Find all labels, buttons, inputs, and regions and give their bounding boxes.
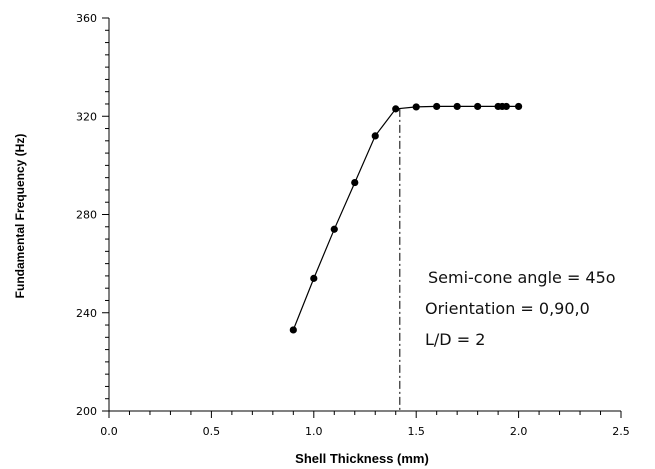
y-tick-label: 280	[76, 209, 97, 222]
series-line	[292, 105, 519, 331]
data-point	[289, 326, 297, 334]
data-point	[392, 105, 400, 113]
x-tick-label: 2.5	[612, 425, 630, 438]
y-tick-labels: 200 240 280 320 360	[76, 12, 97, 418]
x-tick-label: 0.0	[100, 425, 118, 438]
data-points	[289, 102, 523, 334]
x-tick-labels: 0.0 0.5 1.0 1.5 2.0 2.5	[100, 425, 630, 438]
data-point	[474, 102, 482, 111]
x-tick-label: 1.5	[407, 425, 425, 438]
data-point	[330, 225, 338, 233]
annotation-semi-cone-angle: Semi-cone angle = 45o	[428, 268, 616, 287]
y-tick-label: 240	[76, 307, 97, 320]
data-point	[515, 102, 523, 111]
x-tick-label: 2.0	[510, 425, 528, 438]
x-tick-label: 1.0	[305, 425, 323, 438]
x-axis-title: Shell Thickness (mm)	[295, 451, 429, 466]
annotation-orientation: Orientation = 0,90,0	[425, 299, 590, 318]
data-point	[433, 102, 441, 111]
data-point	[453, 102, 461, 111]
data-point	[371, 132, 379, 140]
axes	[108, 18, 621, 412]
ticks	[102, 17, 622, 418]
data-point	[351, 178, 359, 187]
y-tick-label: 320	[76, 110, 97, 123]
data-point	[502, 102, 510, 111]
y-tick-label: 360	[76, 12, 97, 25]
data-point	[412, 103, 420, 111]
data-point	[310, 274, 318, 282]
x-tick-label: 0.5	[203, 425, 221, 438]
annotation-l-d: L/D = 2	[425, 330, 485, 349]
y-axis-title: Fundamental Frequency (Hz)	[13, 134, 27, 299]
y-tick-label: 200	[76, 405, 97, 418]
